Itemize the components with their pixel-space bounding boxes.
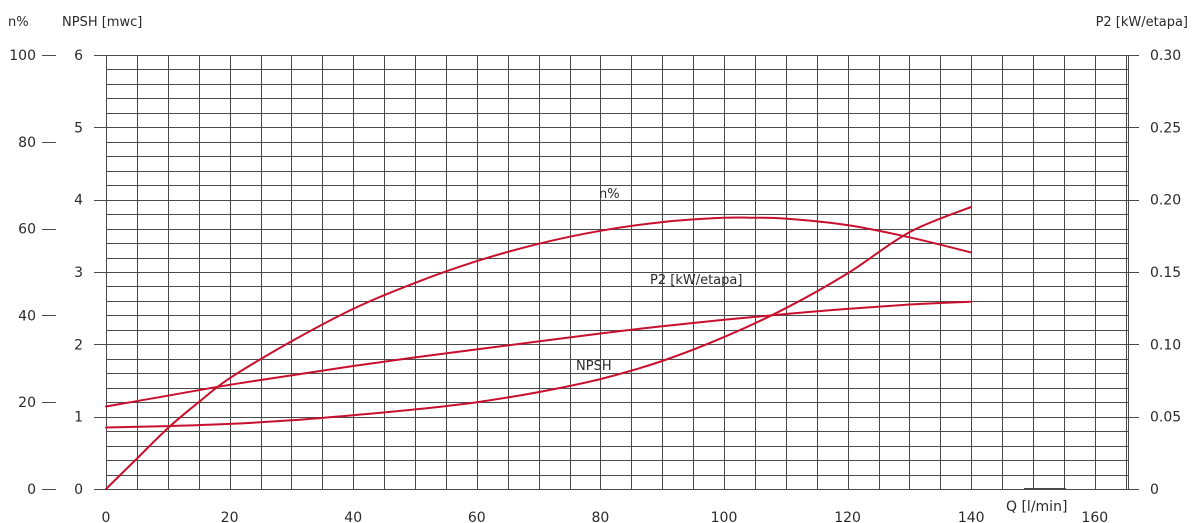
npsh-curve-label: NPSH	[576, 359, 612, 374]
x-tick-label: 100	[711, 510, 738, 523]
x-tick-label: 0	[102, 510, 111, 523]
power-tick-label: 0.05	[1150, 410, 1181, 426]
x-tick-label: 40	[344, 510, 362, 523]
x-tick-label: 20	[221, 510, 239, 523]
power-tick-label: 0	[1150, 482, 1159, 498]
eta-curve	[105, 216, 973, 490]
eta-tick-label: 60	[18, 222, 36, 238]
power-tick-label: 0.30	[1150, 48, 1181, 64]
npsh-tick-label: 4	[74, 193, 83, 209]
npsh-tick-label: 1	[74, 410, 83, 426]
eta-curve-label: n%	[599, 187, 620, 202]
power-axis-header: P2 [kW/etapa]	[1096, 15, 1188, 30]
npsh-tick-label: 0	[74, 482, 83, 498]
power-curve-label: P2 [kW/etapa]	[650, 273, 742, 288]
npsh-tick-label: 2	[74, 337, 83, 353]
plot-frame	[106, 55, 1129, 490]
x-axis-label: Q [l/min]	[1006, 499, 1067, 515]
power-curve	[105, 300, 973, 408]
axes-frame	[106, 55, 1129, 490]
x-tick-label: 120	[834, 510, 861, 523]
curves	[105, 205, 973, 490]
npsh-tick-label: 6	[74, 48, 83, 64]
x-tick-label: 140	[958, 510, 985, 523]
tick-labels: 100 80 60 40 20 0 6 5 4 3 2 1 0 0.30 0.25 0.20 0.15 0.10 0…	[9, 48, 1181, 523]
npsh-tick-label: 5	[74, 120, 83, 136]
eta-axis-header: n%	[8, 15, 29, 30]
power-tick-label: 0.25	[1150, 120, 1181, 136]
x-tick-label: 60	[468, 510, 486, 523]
eta-tick-label: 40	[18, 308, 36, 324]
power-tick-label: 0.20	[1150, 193, 1181, 209]
eta-tick-label: 100	[9, 48, 36, 64]
power-tick-label: 0.15	[1150, 265, 1181, 281]
npsh-tick-label: 3	[74, 265, 83, 281]
npsh-curve	[105, 205, 973, 429]
eta-tick-label: 80	[18, 135, 36, 151]
power-tick-label: 0.10	[1150, 337, 1181, 353]
x-tick-label: 80	[591, 510, 609, 523]
x-tick-label: 160	[1081, 510, 1108, 523]
grid	[106, 55, 1129, 489]
eta-tick-label: 0	[27, 482, 36, 498]
npsh-axis-header: NPSH [mwc]	[62, 15, 142, 30]
eta-tick-label: 20	[18, 395, 36, 411]
